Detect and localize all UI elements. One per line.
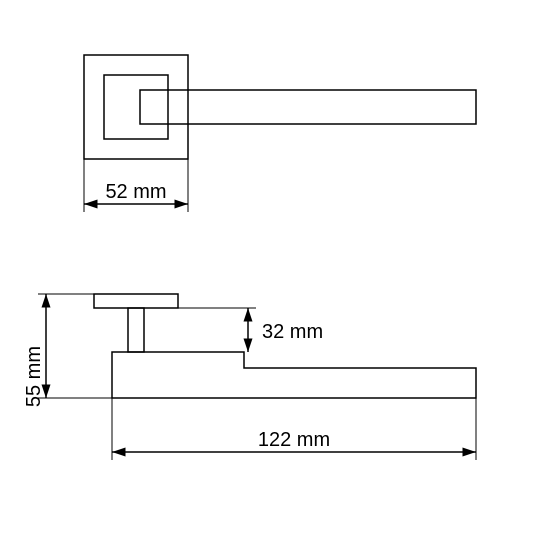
top-view [84,55,476,159]
rose-outer [84,55,188,159]
dim-rose-width: 52 mm [84,159,188,212]
technical-drawing: 52 mm 55 mm 32 mm 122 mm [0,0,551,551]
base-plate [94,294,178,308]
handle-side [112,352,476,398]
dim-overall-length-label: 122 mm [258,429,330,451]
dim-overall-height: 55 mm [23,294,112,407]
dim-neck-height-label: 32 mm [262,321,323,343]
side-view [94,294,476,398]
dim-overall-height-label: 55 mm [23,346,45,407]
dim-neck-height: 32 mm [178,308,323,352]
rose-inner [104,75,168,139]
handle-top [140,90,476,124]
dim-rose-width-label: 52 mm [105,181,166,203]
neck [128,308,144,352]
dim-overall-length: 122 mm [112,398,476,460]
